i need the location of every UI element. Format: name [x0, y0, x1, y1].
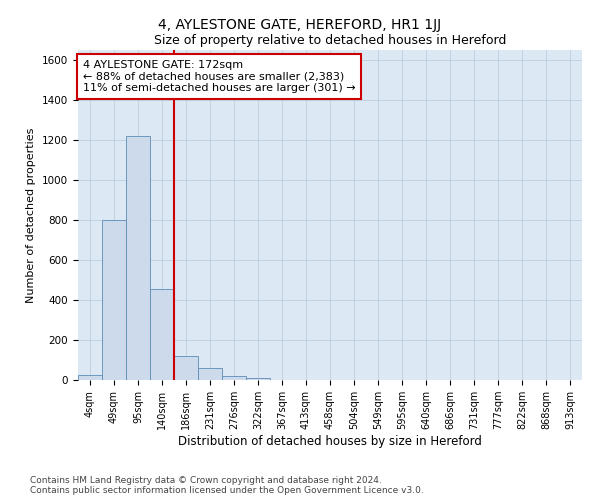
- Bar: [174, 356, 198, 380]
- Bar: [198, 368, 222, 380]
- X-axis label: Distribution of detached houses by size in Hereford: Distribution of detached houses by size …: [178, 435, 482, 448]
- Y-axis label: Number of detached properties: Number of detached properties: [26, 128, 37, 302]
- Text: 4, AYLESTONE GATE, HEREFORD, HR1 1JJ: 4, AYLESTONE GATE, HEREFORD, HR1 1JJ: [158, 18, 442, 32]
- Bar: [78, 375, 102, 380]
- Bar: [102, 220, 126, 380]
- Bar: [246, 378, 270, 380]
- Bar: [126, 136, 150, 380]
- Bar: [222, 376, 246, 380]
- Title: Size of property relative to detached houses in Hereford: Size of property relative to detached ho…: [154, 34, 506, 48]
- Text: Contains HM Land Registry data © Crown copyright and database right 2024.
Contai: Contains HM Land Registry data © Crown c…: [30, 476, 424, 495]
- Bar: [150, 289, 174, 380]
- Text: 4 AYLESTONE GATE: 172sqm
← 88% of detached houses are smaller (2,383)
11% of sem: 4 AYLESTONE GATE: 172sqm ← 88% of detach…: [83, 60, 356, 93]
